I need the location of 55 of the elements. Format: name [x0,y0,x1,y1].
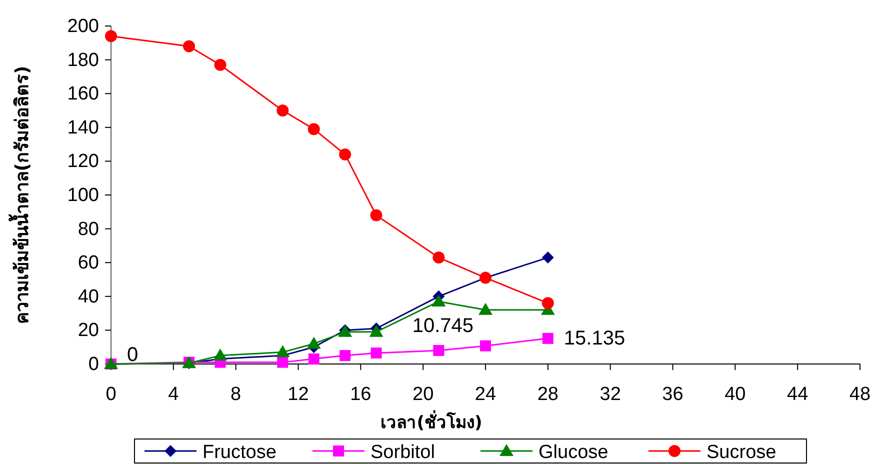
point [480,340,491,352]
y-tick-label: 80 [78,218,99,240]
x-tick-label: 44 [787,384,809,405]
point [105,30,117,42]
y-tick-label: 180 [67,50,99,71]
y-tick-label: 20 [78,320,99,342]
x-tick-label: 32 [600,384,621,405]
data-label: 10.745 [412,314,474,337]
x-tick-label: 4 [168,384,180,405]
y-tick-label: 60 [78,252,99,274]
point [277,356,288,368]
point [276,104,289,116]
x-tick-label: 20 [412,384,434,405]
legend-label: Sorbitol [370,442,435,463]
y-tick-label: 120 [67,151,99,172]
x-tick-label: 48 [849,384,871,405]
x-tick-label: 40 [724,384,746,405]
y-tick-label: 100 [67,185,99,206]
point [432,252,445,264]
point [542,332,554,344]
x-tick-label: 36 [662,384,684,405]
x-tick-label: 12 [288,384,309,405]
point [340,350,351,362]
y-tick-label: 140 [67,117,99,138]
point [542,297,554,310]
point [214,58,226,71]
point [432,294,446,306]
point [478,302,492,315]
y-tick-label: 40 [78,286,99,308]
point [542,252,554,264]
y-tick-label: 0 [88,354,99,375]
y-axis-title: ความเข้มข้นน้ำตาล(กรัมต่อลิตร) [8,66,33,324]
x-tick-label: 16 [350,384,372,405]
point [433,344,444,356]
point [276,345,290,358]
legend-label: Sucrose [706,442,776,463]
x-tick-label: 24 [474,384,496,405]
x-tick-label: 8 [230,384,242,405]
point [306,336,321,349]
x-tick-label: 0 [106,384,116,405]
data-label: 0 [127,344,138,366]
legend-label: Fructose [202,442,276,463]
point [183,40,196,52]
point [370,209,382,222]
point [308,123,320,136]
point [213,348,228,361]
point [370,348,382,359]
point [308,353,320,364]
x-tick-label: 28 [537,384,558,405]
data-label: 15.135 [564,327,626,350]
x-axis-title: เวลา(ชั่วโมง) [380,410,482,433]
point [339,148,352,160]
y-tick-label: 200 [67,16,99,37]
y-tick-label: 160 [67,84,99,105]
legend-label: Glucose [538,442,608,463]
